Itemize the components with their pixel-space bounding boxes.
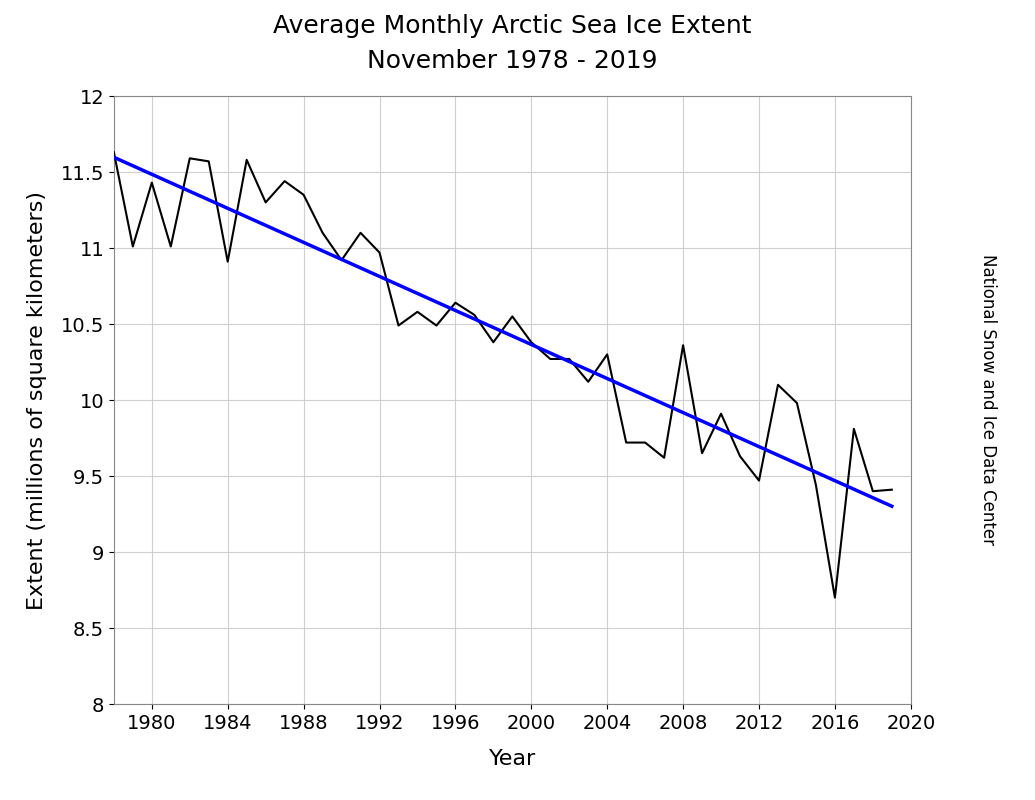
- X-axis label: Year: Year: [489, 750, 536, 770]
- Y-axis label: Extent (millions of square kilometers): Extent (millions of square kilometers): [27, 190, 47, 610]
- Title: Average Monthly Arctic Sea Ice Extent
November 1978 - 2019: Average Monthly Arctic Sea Ice Extent No…: [273, 14, 751, 74]
- Text: National Snow and Ice Data Center: National Snow and Ice Data Center: [979, 254, 998, 546]
